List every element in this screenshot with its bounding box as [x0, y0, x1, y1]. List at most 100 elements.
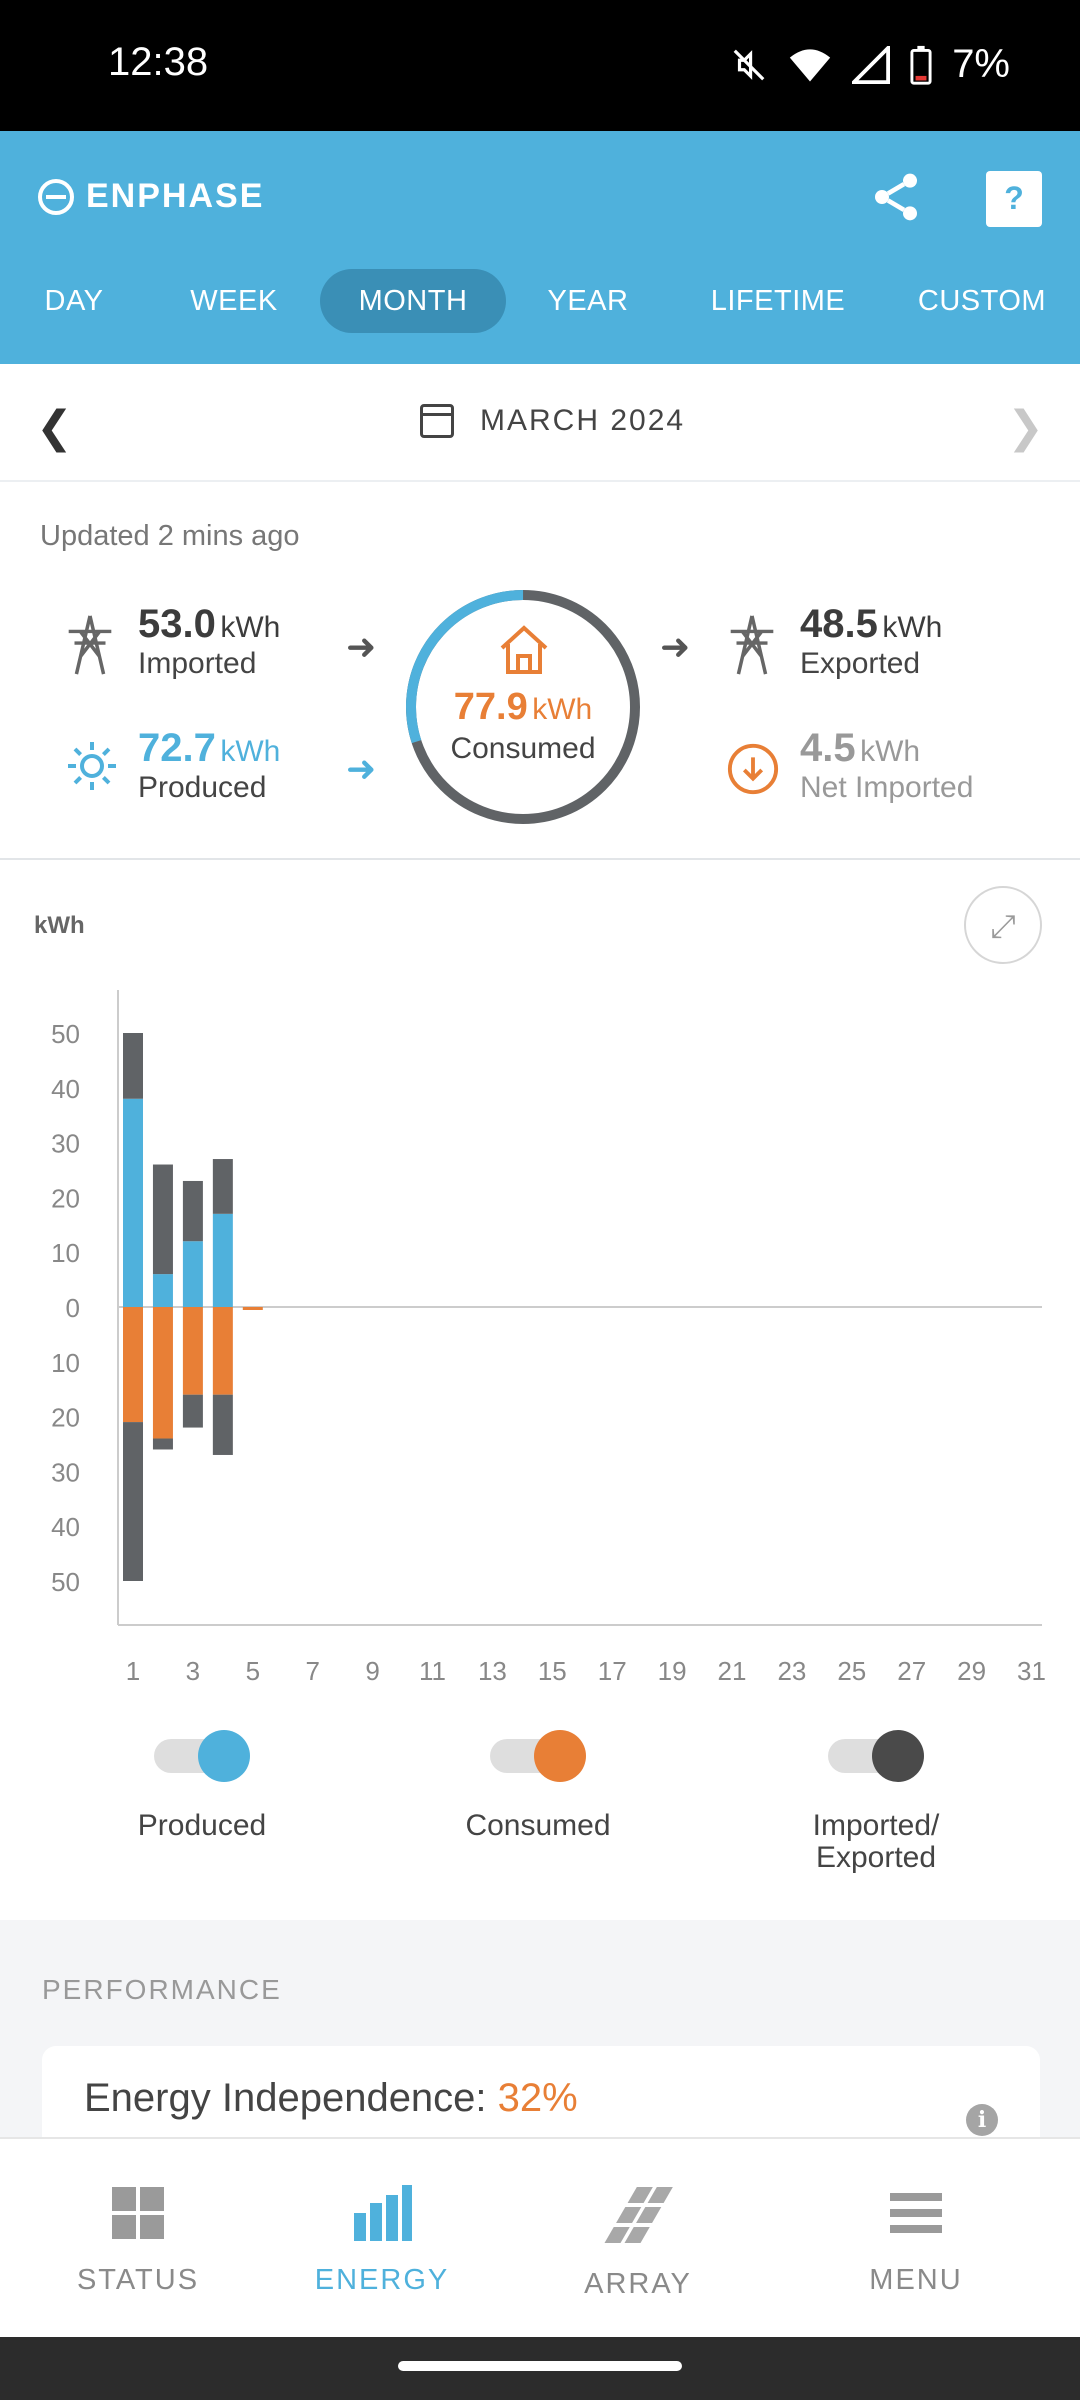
help-icon[interactable]: ?	[986, 171, 1042, 227]
tab-month[interactable]: MONTH	[320, 269, 506, 333]
info-icon[interactable]: i	[966, 2104, 998, 2136]
x-tick-label: 11	[419, 1656, 446, 1686]
period-picker[interactable]: MARCH 2024	[420, 404, 685, 438]
toggle-label: Consumed	[465, 1809, 611, 1842]
nav-status[interactable]: STATUS	[28, 2185, 248, 2297]
x-tick-label: 15	[538, 1656, 567, 1686]
produced-bar	[212, 1213, 233, 1307]
brand-logo: ENPHASE	[38, 177, 264, 216]
expand-icon[interactable]: ⤢	[964, 886, 1042, 964]
y-tick-label: 10	[51, 1238, 80, 1268]
house-icon	[500, 625, 548, 674]
hamburger-menu-icon	[890, 2193, 942, 2233]
x-tick-label: 1	[126, 1656, 140, 1686]
status-bar: 12:38 7%	[0, 0, 1080, 131]
x-tick-label: 27	[897, 1656, 926, 1686]
consumed-switch[interactable]	[490, 1730, 586, 1782]
consumed-unit: kWh	[532, 693, 593, 726]
exported-value: 48.5	[800, 602, 878, 646]
share-icon[interactable]	[868, 169, 924, 225]
net-value: 4.5	[800, 726, 856, 770]
produced-value: 72.7	[138, 726, 216, 770]
period-navigator: ❮ MARCH 2024 ❯	[0, 364, 1080, 482]
tab-lifetime[interactable]: LIFETIME	[710, 285, 846, 317]
x-tick-label: 21	[718, 1656, 747, 1686]
nav-array[interactable]: ARRAY	[528, 2185, 748, 2301]
net-label: Net Imported	[800, 771, 974, 804]
exported-bar	[212, 1159, 233, 1214]
nav-label: ENERGY	[314, 2264, 450, 2296]
produced-label: Produced	[138, 771, 267, 804]
nav-energy[interactable]: ENERGY	[272, 2185, 492, 2297]
arrow-right-icon: ➜	[660, 626, 691, 667]
imported-label: Imported	[138, 647, 257, 680]
produced-switch[interactable]	[154, 1730, 250, 1782]
toggle-consumed[interactable]: Consumed	[408, 1730, 668, 1842]
battery-icon	[910, 45, 932, 85]
x-tick-label: 19	[658, 1656, 687, 1686]
tab-day[interactable]: DAY	[44, 285, 104, 317]
y-tick-label: 30	[51, 1129, 80, 1159]
switch-knob	[534, 1730, 586, 1782]
signal-icon	[852, 45, 891, 84]
energy-independence-label: Energy Independence:	[84, 2076, 487, 2120]
status-icons: 7%	[730, 42, 1010, 87]
y-tick-label: 30	[51, 1457, 80, 1487]
imported-exported-switch[interactable]	[828, 1730, 924, 1782]
produced-unit: kWh	[220, 735, 281, 768]
consumed-label: Consumed	[450, 732, 596, 765]
section-divider	[0, 858, 1080, 860]
net-unit: kWh	[860, 735, 921, 768]
chevron-left-icon[interactable]: ❮	[36, 403, 73, 452]
exported-bar	[152, 1164, 173, 1275]
y-tick-label: 50	[51, 1019, 80, 1049]
consumption-ring-content: 77.9 kWh Consumed	[404, 588, 642, 826]
consumed-bar	[182, 1307, 203, 1395]
y-tick-label: 40	[51, 1074, 80, 1104]
home-indicator[interactable]	[398, 2361, 682, 2371]
app-header: ENPHASE ? DAY WEEK MONTH YEAR LIFETIME C…	[0, 131, 1080, 364]
nav-label: MENU	[869, 2264, 963, 2296]
tab-custom[interactable]: CUSTOM	[917, 285, 1047, 317]
exported-bar	[123, 1033, 143, 1099]
switch-knob	[198, 1730, 250, 1782]
exported-bar	[182, 1180, 203, 1242]
toggle-imported-exported[interactable]: Imported/ Exported	[746, 1730, 1006, 1874]
status-time: 12:38	[108, 40, 209, 84]
mute-icon	[733, 49, 765, 80]
toggle-label: Produced	[137, 1809, 267, 1842]
solar-panel-icon	[604, 2187, 673, 2243]
consumed-bar	[123, 1307, 143, 1423]
x-tick-label: 3	[186, 1656, 200, 1686]
imported-bar	[152, 1438, 173, 1450]
grid-icon	[112, 2187, 164, 2239]
x-tick-label: 17	[598, 1656, 627, 1686]
x-tick-label: 9	[365, 1656, 379, 1686]
x-tick-label: 13	[478, 1656, 507, 1686]
arrow-right-icon: ➜	[346, 748, 377, 789]
imported-bar	[182, 1394, 203, 1428]
calendar-icon	[420, 404, 454, 438]
toggle-produced[interactable]: Produced	[72, 1730, 332, 1842]
consumed-bar	[242, 1307, 263, 1310]
net-metric: 4.5 kWh Net Imported	[800, 726, 973, 805]
bottom-navigation: STATUS ENERGY ARRAY MENU	[0, 2137, 1080, 2337]
updated-text: Updated 2 mins ago	[40, 520, 300, 552]
consumed-bar	[152, 1307, 173, 1439]
energy-independence-text: Energy Independence: 32%	[84, 2076, 578, 2121]
chart-y-unit: kWh	[34, 912, 85, 939]
nav-menu[interactable]: MENU	[806, 2185, 1026, 2297]
x-tick-label: 25	[837, 1656, 866, 1686]
chevron-right-icon[interactable]: ❯	[1007, 403, 1044, 452]
tab-week[interactable]: WEEK	[190, 285, 278, 317]
consumed-value-row: 77.9 kWh	[404, 686, 642, 729]
imported-unit: kWh	[220, 611, 281, 644]
wifi-icon	[790, 48, 831, 81]
energy-independence-value: 32%	[497, 2076, 578, 2120]
x-tick-label: 29	[957, 1656, 986, 1686]
y-tick-label: 10	[51, 1348, 80, 1378]
tab-year[interactable]: YEAR	[547, 285, 629, 317]
exported-label: Exported	[800, 647, 921, 680]
toggle-label-line1: Imported/	[812, 1809, 940, 1842]
consumed-value: 77.9	[453, 686, 528, 728]
